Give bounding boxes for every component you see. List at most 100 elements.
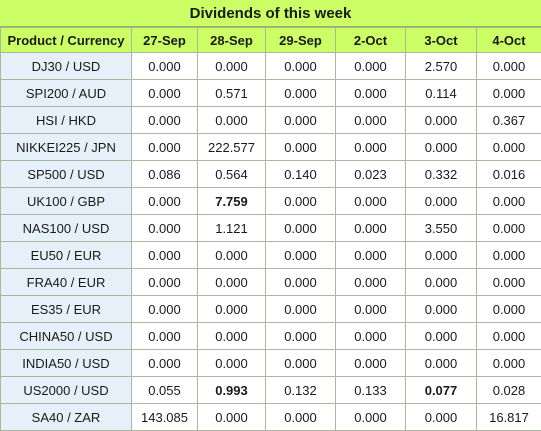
value-cell: 0.367 <box>477 107 541 134</box>
value-cell: 0.000 <box>266 323 336 350</box>
value-cell: 7.759 <box>198 188 266 215</box>
value-cell: 0.000 <box>406 242 477 269</box>
value-cell: 0.000 <box>477 188 541 215</box>
value-cell: 0.000 <box>266 404 336 431</box>
product-cell: EU50 / EUR <box>1 242 132 269</box>
value-cell: 0.571 <box>198 80 266 107</box>
value-cell: 0.000 <box>132 53 198 80</box>
value-cell: 0.000 <box>406 350 477 377</box>
value-cell: 0.000 <box>198 323 266 350</box>
value-cell: 0.000 <box>336 350 406 377</box>
value-cell: 0.000 <box>132 215 198 242</box>
value-cell: 0.000 <box>477 215 541 242</box>
value-cell: 0.000 <box>336 53 406 80</box>
product-cell: UK100 / GBP <box>1 188 132 215</box>
product-cell: INDIA50 / USD <box>1 350 132 377</box>
value-cell: 0.000 <box>477 80 541 107</box>
value-cell: 0.993 <box>198 377 266 404</box>
value-cell: 0.055 <box>132 377 198 404</box>
value-cell: 0.000 <box>266 134 336 161</box>
value-cell: 0.000 <box>336 404 406 431</box>
product-cell: NAS100 / USD <box>1 215 132 242</box>
value-cell: 0.000 <box>406 404 477 431</box>
value-cell: 0.000 <box>132 107 198 134</box>
value-cell: 16.817 <box>477 404 541 431</box>
dividends-panel: Dividends of this week Product / Currenc… <box>0 0 541 416</box>
header-date: 4-Oct <box>477 28 541 53</box>
value-cell: 0.000 <box>266 215 336 242</box>
value-cell: 0.000 <box>132 323 198 350</box>
header-product: Product / Currency <box>1 28 132 53</box>
value-cell: 0.000 <box>406 107 477 134</box>
value-cell: 0.000 <box>336 215 406 242</box>
value-cell: 0.000 <box>477 323 541 350</box>
product-cell: NIKKEI225 / JPN <box>1 134 132 161</box>
value-cell: 0.000 <box>266 107 336 134</box>
value-cell: 0.023 <box>336 161 406 188</box>
value-cell: 0.000 <box>132 296 198 323</box>
value-cell: 0.000 <box>132 134 198 161</box>
value-cell: 0.133 <box>336 377 406 404</box>
value-cell: 0.000 <box>266 296 336 323</box>
value-cell: 0.132 <box>266 377 336 404</box>
value-cell: 0.000 <box>198 242 266 269</box>
value-cell: 0.114 <box>406 80 477 107</box>
value-cell: 0.000 <box>198 269 266 296</box>
value-cell: 0.000 <box>336 188 406 215</box>
value-cell: 0.564 <box>198 161 266 188</box>
value-cell: 0.000 <box>132 269 198 296</box>
value-cell: 222.577 <box>198 134 266 161</box>
product-cell: ES35 / EUR <box>1 296 132 323</box>
value-cell: 0.000 <box>132 80 198 107</box>
table-title: Dividends of this week <box>0 0 541 27</box>
value-cell: 0.000 <box>198 53 266 80</box>
value-cell: 0.000 <box>132 350 198 377</box>
value-cell: 0.000 <box>198 350 266 377</box>
header-row: Product / Currency 27-Sep 28-Sep 29-Sep … <box>1 28 541 53</box>
value-cell: 0.000 <box>132 242 198 269</box>
value-cell: 0.332 <box>406 161 477 188</box>
header-date: 3-Oct <box>406 28 477 53</box>
product-cell: CHINA50 / USD <box>1 323 132 350</box>
product-cell: DJ30 / USD <box>1 53 132 80</box>
value-cell: 0.000 <box>198 296 266 323</box>
value-cell: 0.000 <box>336 107 406 134</box>
value-cell: 0.000 <box>266 80 336 107</box>
value-cell: 0.140 <box>266 161 336 188</box>
product-cell: SA40 / ZAR <box>1 404 132 431</box>
value-cell: 0.000 <box>198 404 266 431</box>
value-cell: 0.000 <box>477 53 541 80</box>
value-cell: 0.077 <box>406 377 477 404</box>
product-cell: US2000 / USD <box>1 377 132 404</box>
value-cell: 0.000 <box>266 269 336 296</box>
value-cell: 0.000 <box>406 296 477 323</box>
value-cell: 0.000 <box>477 242 541 269</box>
value-cell: 0.000 <box>336 80 406 107</box>
product-cell: HSI / HKD <box>1 107 132 134</box>
header-date: 2-Oct <box>336 28 406 53</box>
value-cell: 0.000 <box>477 269 541 296</box>
value-cell: 0.000 <box>477 296 541 323</box>
value-cell: 0.000 <box>266 350 336 377</box>
value-cell: 2.570 <box>406 53 477 80</box>
value-cell: 0.028 <box>477 377 541 404</box>
value-cell: 0.000 <box>198 107 266 134</box>
value-cell: 0.000 <box>477 134 541 161</box>
value-cell: 0.000 <box>266 188 336 215</box>
value-cell: 0.000 <box>406 269 477 296</box>
dividends-table: Product / Currency 27-Sep 28-Sep 29-Sep … <box>0 27 541 431</box>
header-date: 27-Sep <box>132 28 198 53</box>
header-date: 29-Sep <box>266 28 336 53</box>
value-cell: 0.000 <box>336 242 406 269</box>
